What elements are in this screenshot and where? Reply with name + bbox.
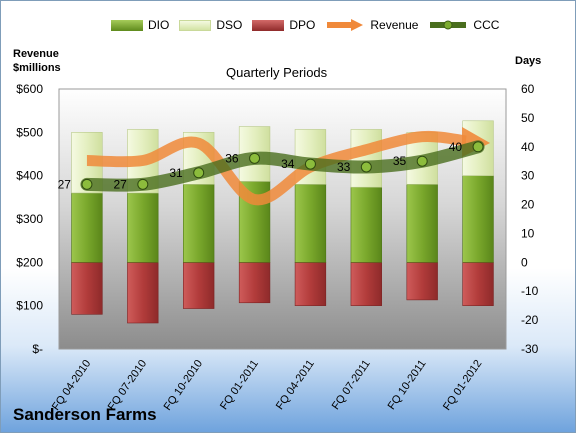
dpo-bar [406, 262, 438, 301]
legend-swatch-dio [111, 19, 143, 31]
right-axis-title: Days [515, 55, 542, 67]
left-tick-label: $300 [16, 212, 43, 226]
legend-swatch-dpo [252, 19, 285, 31]
dpo-bar [127, 262, 159, 324]
left-axis-title: Revenue $millions [13, 48, 61, 74]
legend-label-dso: DSO [216, 18, 243, 32]
ccc-marker [249, 152, 261, 164]
legend-item-dio: DIO [111, 18, 169, 32]
dio-bar [350, 186, 382, 263]
category-label: FQ 07-2011 [330, 358, 373, 412]
category-label: FQ 04-2011 [274, 358, 317, 412]
category-label: FQ 01-2012 [441, 358, 485, 413]
ccc-data-label: 27 [113, 177, 127, 191]
dso-bar [350, 129, 382, 188]
ccc-data-label: 31 [169, 166, 183, 180]
right-tick-label: 50 [521, 111, 535, 125]
dio-bar [71, 192, 103, 263]
revenue-line [86, 130, 467, 206]
legend: DIO DSO DPO Revenue CCC [111, 13, 499, 37]
ccc-data-label: 35 [393, 154, 407, 168]
dio-bar [406, 184, 438, 263]
right-tick-label: -20 [521, 313, 539, 327]
legend-swatch-ccc [430, 20, 467, 30]
plot-area [58, 88, 507, 350]
legend-label-revenue: Revenue [370, 18, 419, 32]
dpo-bar [183, 262, 215, 309]
dpo-bar [71, 262, 103, 315]
right-tick-label: 30 [521, 169, 535, 183]
right-tick-label: 20 [521, 198, 535, 212]
dpo-bar [238, 262, 271, 304]
dio-bar [294, 184, 327, 263]
ccc-marker [472, 141, 484, 153]
ccc-marker [416, 155, 428, 167]
right-tick-label: 40 [521, 140, 535, 154]
ccc-marker [81, 178, 93, 190]
legend-item-dso: DSO [179, 18, 242, 32]
chart-title: Quarterly Periods [226, 65, 328, 80]
right-tick-label: 0 [521, 255, 528, 269]
ccc-marker [193, 167, 205, 179]
right-tick-label: 10 [521, 226, 535, 240]
ccc-data-label: 36 [225, 151, 239, 165]
legend-swatch-revenue [327, 19, 364, 31]
legend-swatch-dso [179, 19, 212, 31]
ccc-data-label: 40 [449, 140, 463, 154]
right-tick-label: -30 [521, 342, 539, 356]
left-tick-label: $200 [16, 255, 43, 269]
ccc-data-label: 34 [281, 157, 295, 171]
category-label: FQ 10-2010 [162, 358, 206, 413]
ccc-marker [304, 158, 316, 170]
left-tick-label: $500 [16, 125, 43, 139]
left-tick-label: $- [32, 342, 43, 356]
ccc-marker [137, 178, 149, 190]
left-tick-label: $600 [16, 82, 43, 96]
ccc-data-label: 33 [337, 160, 351, 174]
legend-label-dpo: DPO [289, 18, 316, 32]
dio-bar [183, 184, 215, 263]
dio-bar [462, 175, 494, 263]
legend-label-ccc: CCC [473, 18, 500, 32]
legend-item-dpo: DPO [252, 18, 315, 32]
dpo-bar [350, 262, 382, 306]
legend-item-ccc: CCC [428, 18, 499, 32]
category-label: FQ 10-2011 [386, 358, 429, 412]
dpo-bar [294, 262, 327, 306]
dio-bar [127, 192, 159, 263]
legend-label-dio: DIO [148, 18, 170, 32]
left-tick-label: $100 [16, 299, 43, 313]
company-name: Sanderson Farms [13, 405, 157, 424]
ccc-marker [360, 161, 372, 173]
right-tick-label: 60 [521, 82, 535, 96]
right-tick-label: -10 [521, 284, 539, 298]
ccc-data-label: 27 [58, 177, 72, 191]
dpo-bar [462, 262, 494, 306]
left-tick-label: $400 [16, 169, 43, 183]
legend-item-revenue: Revenue [325, 18, 418, 32]
category-label: FQ 01-2011 [218, 358, 261, 412]
